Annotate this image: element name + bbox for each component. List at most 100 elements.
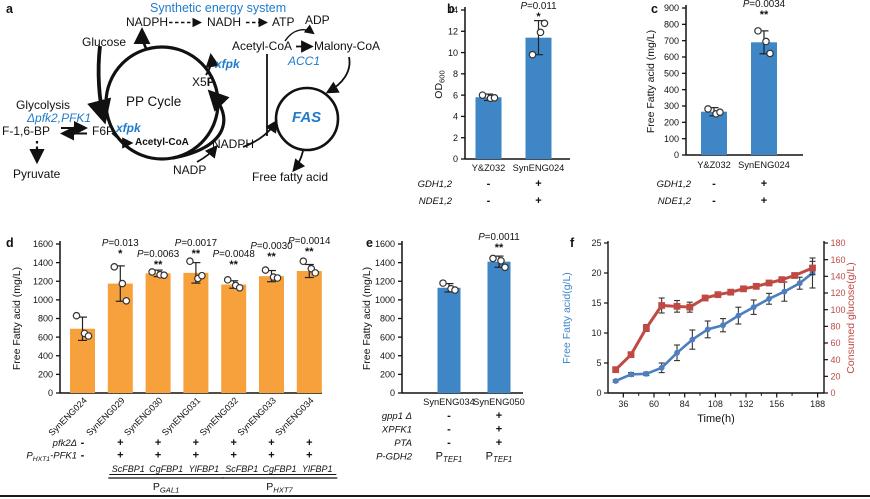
glucose-label: Glucose xyxy=(82,35,127,49)
marker-square xyxy=(791,272,799,279)
panel-f-chart: 0 5 10 15 20 25 0 20 40 60 80 100 120 140 160 180 36 60 84… xyxy=(561,238,857,425)
data-point xyxy=(299,257,308,266)
y-tick-label: 700 xyxy=(664,36,679,46)
text-sub: HXT7 xyxy=(273,486,293,495)
promoter-group-label: PGAL1 xyxy=(153,481,179,495)
p-rest: =0.0048 xyxy=(219,249,255,260)
bar-Y&Z032 xyxy=(701,111,727,155)
text-main: XPFK1 xyxy=(381,425,412,436)
text-main: Free Fatty acid (mg/L) xyxy=(361,267,373,370)
arrow-f6p-xfpk-acetylcoa xyxy=(111,132,134,149)
p-rest: =0.0034 xyxy=(749,0,785,10)
malonyl-coa-label: Malony-CoA xyxy=(314,39,381,53)
bar-SynENG024 xyxy=(525,37,552,159)
p-value-label: P=0.0011 xyxy=(478,232,520,243)
pfk-mutation-label: Δpfk2,PFK1 xyxy=(27,111,92,125)
marker-square xyxy=(778,276,786,284)
y-tick-label: 2 xyxy=(453,133,458,143)
bottom-divider xyxy=(0,495,870,497)
promoter-group-label: PHXT7 xyxy=(266,481,293,495)
data-point xyxy=(311,269,320,277)
p-italic: P xyxy=(175,238,182,249)
category-label: Y&Z032 xyxy=(472,163,506,173)
right-tick-label: 160 xyxy=(831,255,846,265)
y-tick-label: 1200 xyxy=(375,276,395,286)
arrow-fas-to-ffa xyxy=(292,150,306,173)
y-tick-label: 1600 xyxy=(33,239,53,249)
nadh-label: NADH xyxy=(207,15,242,29)
y-axis-title: Free Fatty acid (mg/L) xyxy=(361,267,373,370)
arrow-to-x5p-thick xyxy=(172,89,230,160)
data-point xyxy=(160,271,168,279)
x-tick-label: 84 xyxy=(680,399,690,409)
bar-Y&Z032 xyxy=(475,97,502,159)
gene-name: CgFBP1 xyxy=(262,464,296,474)
data-point xyxy=(122,297,131,305)
p-rest: =0.0014 xyxy=(295,236,331,247)
text-rest: -PFK1 xyxy=(50,451,77,462)
text-main: NDE1,2 xyxy=(658,196,692,207)
bar-SynENG031 xyxy=(183,272,209,393)
y-tick-label: 0 xyxy=(453,154,458,164)
text-sub: TEF1 xyxy=(493,455,512,464)
y-tick-label: 800 xyxy=(380,314,395,324)
data-point xyxy=(754,27,762,35)
y-tick-label: 600 xyxy=(380,332,395,342)
significance-stars: ** xyxy=(154,259,163,271)
text-main: pfk2Δ xyxy=(52,438,77,449)
right-axis-title-group: Consumed glucose(g/L) xyxy=(845,262,857,373)
genotype-value: - xyxy=(447,424,451,436)
marker-circle xyxy=(735,312,742,319)
p-value-label: P=0.011 xyxy=(520,1,556,12)
fas-circle xyxy=(274,86,340,152)
genotype-value: - xyxy=(81,450,85,462)
genotype-value: + xyxy=(496,437,502,449)
genotype-value: + xyxy=(230,437,236,449)
y-tick-label: 14 xyxy=(448,5,458,15)
x-tick-label: 188 xyxy=(810,399,825,409)
y-tick-label: 800 xyxy=(38,314,53,324)
genotype-row-label: GDH1,2 xyxy=(418,179,453,190)
p-italic: P xyxy=(743,0,750,10)
marker-circle xyxy=(658,364,665,371)
significance-stars: * xyxy=(536,11,541,23)
genotype-value: + xyxy=(268,437,274,449)
series-line-consumed-glucose xyxy=(614,266,814,371)
y-tick-label: 4 xyxy=(453,112,458,122)
p-italic: P xyxy=(213,249,220,260)
data-point xyxy=(490,94,499,102)
genotype-value: + xyxy=(306,437,312,449)
genotype-value: + xyxy=(117,437,123,449)
text-main: Free Fatty acid (mg/L) xyxy=(11,267,23,370)
genotype-row-label: XPFK1 xyxy=(381,425,412,436)
right-tick-label: 60 xyxy=(831,338,841,348)
p-value-label: P=0.0034 xyxy=(743,0,786,10)
genotype-row-label: NDE1,2 xyxy=(658,196,692,207)
significance-stars: ** xyxy=(229,259,238,271)
marker-circle xyxy=(612,378,619,384)
data-point xyxy=(84,332,93,340)
arrow-malonylcoa-to-fas xyxy=(325,56,351,94)
text-main: Free Fatty acid (mg/L) xyxy=(645,30,657,133)
panel-c-chart: 0 100 200 300 400 500 600 700 800 900 Free Fatty a… xyxy=(645,0,803,207)
y-tick-label: 1400 xyxy=(33,258,53,268)
y-axis-title: Free Fatty acid (mg/L) xyxy=(645,30,657,133)
category-label: SynENG034 xyxy=(423,397,475,407)
atp-label: ATP xyxy=(272,15,295,29)
marker-square xyxy=(627,351,635,359)
p-value-label: P=0.0014 xyxy=(288,236,331,247)
significance-stars: ** xyxy=(495,242,504,254)
y-tick-label: 0 xyxy=(48,388,53,398)
y-tick-label: 300 xyxy=(664,101,679,111)
category-label: SynENG030 xyxy=(122,395,164,437)
p-value-label: P=0.0048 xyxy=(213,249,256,260)
data-point xyxy=(439,279,447,287)
nadph-top-label: NADPH xyxy=(126,15,169,29)
marker-circle xyxy=(766,295,772,302)
y-tick-label: 1600 xyxy=(375,239,395,249)
data-point xyxy=(235,283,244,292)
p-rest: =0.0030 xyxy=(257,241,293,252)
right-tick-label: 0 xyxy=(831,388,836,398)
data-point xyxy=(501,263,509,272)
data-point xyxy=(148,268,156,276)
